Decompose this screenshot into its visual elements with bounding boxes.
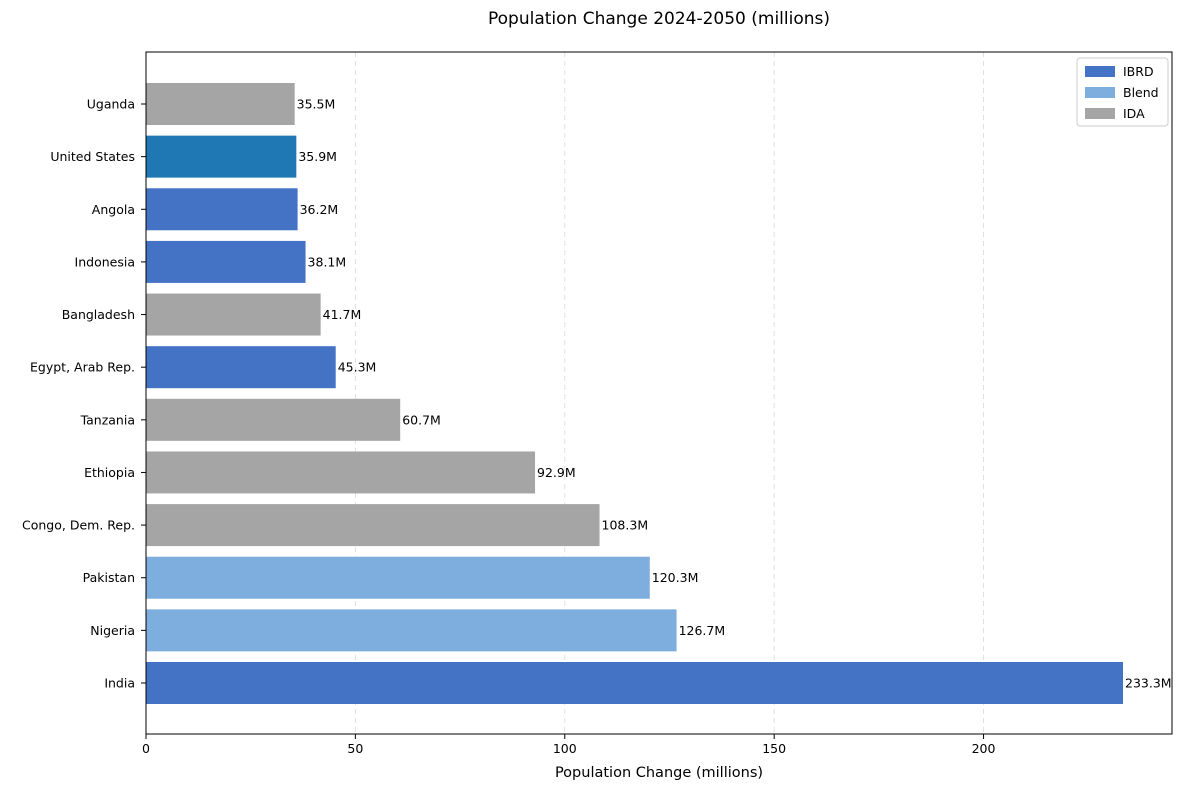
y-tick-label-tanzania: Tanzania <box>80 412 135 427</box>
data-label-india: 233.3M <box>1125 676 1172 691</box>
x-tick-label-100: 100 <box>553 741 577 756</box>
data-label-pakistan: 120.3M <box>652 570 699 585</box>
x-axis-ticks: 0 50 100 150 200 <box>142 734 996 756</box>
data-label-uganda: 35.5M <box>297 97 336 112</box>
chart-title: Population Change 2024-2050 (millions) <box>488 9 830 29</box>
legend-label-ida: IDA <box>1123 106 1145 121</box>
data-labels: 233.3M 126.7M 120.3M 108.3M 92.9M 60.7M 45.3M 4… <box>297 97 1172 691</box>
data-label-united-states: 35.9M <box>298 149 337 164</box>
bar-congo-dem-rep <box>146 504 600 547</box>
y-tick-label-uganda: Uganda <box>87 97 135 112</box>
y-axis-ticks: India Nigeria Pakistan Congo, Dem. Rep. Ethi… <box>22 97 146 691</box>
y-tick-label-ethiopia: Ethiopia <box>84 465 135 480</box>
y-tick-label-angola: Angola <box>92 202 135 217</box>
data-label-egypt-arab-rep: 45.3M <box>338 360 377 375</box>
bar-nigeria <box>146 609 677 652</box>
plot-frame <box>145 51 1173 735</box>
bar-angola <box>146 188 298 231</box>
data-label-indonesia: 38.1M <box>308 254 347 269</box>
bar-uganda <box>146 83 295 125</box>
bar-indonesia <box>146 240 306 283</box>
x-tick-label-50: 50 <box>347 741 363 756</box>
legend-label-blend: Blend <box>1123 85 1159 100</box>
y-tick-label-pakistan: Pakistan <box>83 570 135 585</box>
bar-bangladesh <box>146 293 321 336</box>
y-tick-label-united-states: United States <box>50 149 135 164</box>
legend-swatch-ibrd <box>1085 66 1115 77</box>
data-label-bangladesh: 41.7M <box>323 307 362 322</box>
data-label-nigeria: 126.7M <box>679 623 726 638</box>
bars <box>146 83 1124 704</box>
x-tick-label-0: 0 <box>142 741 150 756</box>
legend-swatch-ida <box>1085 108 1115 119</box>
y-tick-label-congo-dem-rep: Congo, Dem. Rep. <box>22 518 135 533</box>
data-label-congo-dem-rep: 108.3M <box>602 518 649 533</box>
bar-pakistan <box>146 556 650 599</box>
legend: IBRD Blend IDA <box>1076 57 1169 127</box>
x-tick-label-200: 200 <box>972 741 996 756</box>
x-tick-label-150: 150 <box>762 741 786 756</box>
x-axis-label: Population Change (millions) <box>555 765 763 781</box>
y-tick-label-nigeria: Nigeria <box>90 623 135 638</box>
bar-ethiopia <box>146 451 536 494</box>
y-tick-label-indonesia: Indonesia <box>75 254 135 269</box>
data-label-angola: 36.2M <box>300 202 339 217</box>
bar-india <box>146 662 1124 704</box>
data-label-tanzania: 60.7M <box>402 412 441 427</box>
legend-swatch-blend <box>1085 87 1115 98</box>
data-label-ethiopia: 92.9M <box>537 465 576 480</box>
bar-tanzania <box>146 398 401 441</box>
y-tick-label-egypt-arab-rep: Egypt, Arab Rep. <box>30 360 135 375</box>
y-tick-label-india: India <box>104 676 135 691</box>
legend-label-ibrd: IBRD <box>1123 64 1154 79</box>
y-tick-label-bangladesh: Bangladesh <box>62 307 135 322</box>
bar-united-states <box>146 135 297 178</box>
bar-egypt-arab-rep <box>146 346 336 389</box>
